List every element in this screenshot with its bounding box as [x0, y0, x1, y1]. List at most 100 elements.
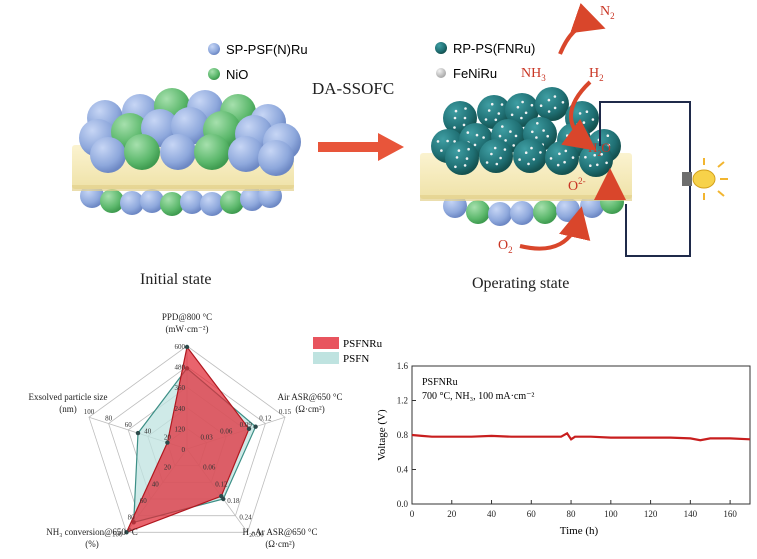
radar-axis-unit: (mW·cm⁻²): [166, 324, 209, 334]
exsolved-nanoparticle: [593, 153, 596, 157]
exsolved-nanoparticle: [453, 126, 456, 129]
radar-tick-label: 100: [84, 408, 95, 416]
particle-operating-bottom: [488, 202, 512, 226]
radar-tick-label: 60: [140, 497, 148, 505]
arrow-nh3-to-n2: [558, 3, 606, 55]
radar-grid-ring: [88, 345, 286, 533]
exsolved-nanoparticle: [578, 112, 582, 115]
radar-tick-label: 240: [175, 405, 186, 413]
y-tick-label: 1.2: [397, 396, 408, 406]
exsolved-nanoparticle: [490, 152, 493, 156]
particle-initial-front: [258, 140, 294, 176]
radar-legend: PSFNRu PSFN: [313, 337, 383, 365]
particle-operating-bottom: [510, 201, 534, 225]
particle-operating-teal: [513, 139, 547, 173]
process-arrow: [318, 133, 404, 161]
particle-initial-bottom: [120, 191, 144, 215]
particle-operating-bottom: [466, 200, 490, 224]
legend-label-sp-psf: SP-PSF(N)Ru: [226, 42, 308, 57]
exsolved-nanoparticle: [535, 136, 538, 139]
exsolved-nanoparticle: [579, 143, 582, 146]
particle-initial-bottom: [200, 192, 224, 216]
y-tick-label: 0.0: [397, 499, 409, 509]
plot-frame: [411, 365, 751, 505]
radar-tick-label: 0.30: [252, 530, 265, 538]
exsolved-nanoparticle: [512, 144, 515, 147]
initial-state-caption: Initial state: [140, 271, 212, 288]
radar-tick-label: 0.12: [215, 480, 228, 488]
annotation-line2: 700 °C, NH₃, 100 mA·cm⁻²: [422, 391, 534, 402]
exsolved-nanoparticle: [466, 131, 470, 134]
particle-initial-bottom: [240, 187, 264, 211]
exsolved-nanoparticle: [558, 152, 561, 156]
exsolved-nanoparticle: [571, 156, 575, 159]
exsolved-nanoparticle: [547, 98, 551, 102]
arrow-o2-in: [519, 206, 591, 251]
radar-tick-label: 0.24: [239, 514, 252, 522]
x-tick-label: 0: [410, 509, 415, 519]
radar-tick-label: 0.12: [259, 415, 272, 423]
particle-initial-bottom: [100, 189, 124, 213]
radar-axis-title: Air ASR@650 °C: [278, 392, 343, 402]
exsolved-nanoparticle: [516, 105, 520, 109]
exsolved-nanoparticle: [475, 133, 479, 137]
exsolved-nanoparticle: [465, 157, 469, 160]
exsolved-nanoparticle: [539, 151, 542, 154]
radar-tick-label: 60: [125, 421, 133, 429]
exsolved-nanoparticle: [493, 146, 497, 150]
exsolved-nanoparticle: [490, 102, 494, 106]
exsolved-nanoparticle: [600, 153, 603, 156]
radar-tick-label: 0.15: [279, 408, 292, 416]
initial-state-illustration: [72, 88, 301, 216]
radar-point-psfnru: [124, 530, 129, 535]
exsolved-nanoparticle: [510, 113, 514, 117]
voltage-series-line: [411, 431, 751, 442]
exsolved-nanoparticle: [585, 110, 589, 113]
reaction-arrows: [519, 3, 626, 251]
exsolved-nanoparticle: [607, 143, 611, 147]
legend-operating: RP-PS(FNRu) FeNiRu: [435, 41, 535, 81]
exsolved-nanoparticle: [596, 163, 599, 167]
annotation-line1: PSFNRu: [422, 377, 458, 388]
particle-initial-front: [194, 134, 230, 170]
x-tick-label: 80: [567, 509, 577, 519]
radar-tick-label: 100: [112, 530, 123, 538]
legend-marker-rp-ps: [435, 42, 447, 54]
exsolved-nanoparticle: [524, 111, 528, 115]
operating-state-caption: Operating state: [472, 275, 569, 292]
exsolved-nanoparticle: [484, 118, 488, 121]
x-tick-label: 160: [723, 509, 737, 519]
exsolved-nanoparticle: [542, 129, 545, 132]
radar-point-psfnru: [219, 494, 224, 499]
exsolved-nanoparticle: [454, 165, 457, 169]
exsolved-nanoparticle: [454, 109, 458, 113]
exsolved-nanoparticle: [591, 118, 595, 121]
exsolved-nanoparticle: [498, 134, 502, 138]
particle-operating-teal: [535, 87, 569, 121]
radar-axis-unit: (Ω·cm²): [265, 539, 294, 549]
particle-operating-teal: [505, 93, 539, 127]
o2-label: O2: [498, 238, 513, 255]
particle-operating-teal: [479, 139, 513, 173]
exsolved-nanoparticle: [455, 156, 459, 159]
exsolved-nanoparticle: [536, 122, 539, 125]
radar-axis-unit: (%): [85, 539, 99, 549]
radar-tick-label: 360: [175, 384, 186, 392]
y-axis-label: Voltage (V): [376, 409, 388, 461]
x-tick-label: 120: [644, 509, 658, 519]
radar-tick-label: 40: [144, 427, 152, 435]
radar-tick-label: 480: [175, 364, 186, 372]
exsolved-nanoparticle: [561, 101, 565, 104]
exsolved-nanoparticle: [463, 164, 467, 167]
exsolved-nanoparticle: [530, 146, 533, 150]
radar-axis-unit: (nm): [59, 404, 77, 414]
particle-initial-bottom: [160, 192, 184, 216]
radar-axis-title: H₂-Ar ASR@650 °C: [242, 527, 317, 537]
exsolved-nanoparticle: [605, 161, 608, 165]
nh3-label: NH3: [521, 66, 546, 83]
radar-point-psfn: [135, 430, 141, 436]
legend-swatch-psfnru: [313, 337, 339, 349]
exsolved-nanoparticle: [527, 162, 530, 166]
